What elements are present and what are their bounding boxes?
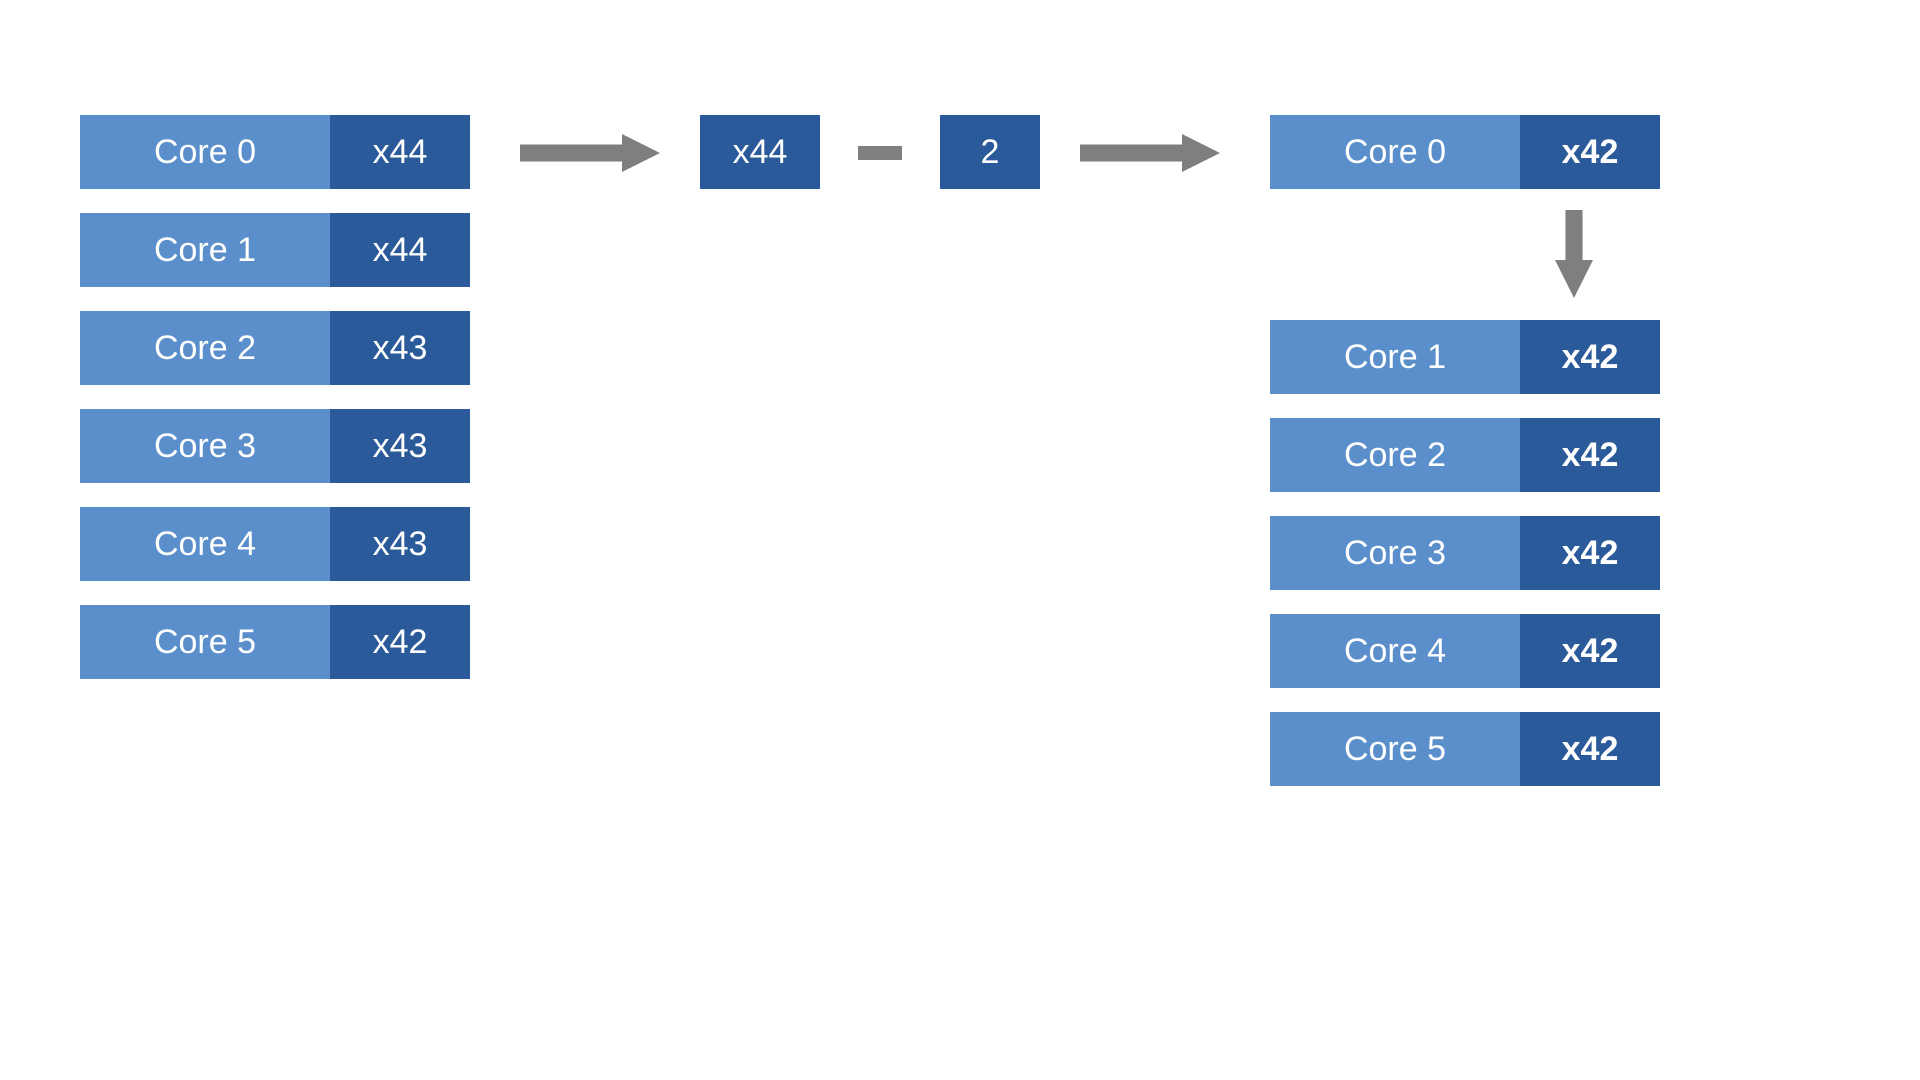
left-core-3-value: x43 [330,409,470,483]
right-core-1-label: Core 1 [1270,320,1520,394]
operand-2-text: 2 [981,133,1000,172]
left-core-2: Core 2x43 [80,311,470,385]
right-core-4-value: x42 [1520,614,1660,688]
operand-box-1: x44 [700,115,820,189]
right-core-1-value: x42 [1520,320,1660,394]
left-core-0: Core 0x44 [80,115,470,189]
left-core-3: Core 3x43 [80,409,470,483]
left-core-1-value: x44 [330,213,470,287]
left-core-4-label: Core 4 [80,507,330,581]
result-core-0: Core 0 x42 [1270,115,1660,189]
left-core-5-value: x42 [330,605,470,679]
right-core-2: Core 2x42 [1270,418,1660,492]
right-core-4-label: Core 4 [1270,614,1520,688]
right-core-3-value: x42 [1520,516,1660,590]
operand-1-text: x44 [733,133,788,172]
operand-box-2: 2 [940,115,1040,189]
arrow-right-2 [1080,134,1220,172]
left-core-2-value: x43 [330,311,470,385]
right-core-2-label: Core 2 [1270,418,1520,492]
left-core-0-label: Core 0 [80,115,330,189]
minus-sign [858,146,902,160]
right-core-5-label: Core 5 [1270,712,1520,786]
left-core-4: Core 4x43 [80,507,470,581]
left-core-4-value: x43 [330,507,470,581]
right-core-3: Core 3x42 [1270,516,1660,590]
result-core-0-label: Core 0 [1270,115,1520,189]
left-core-2-label: Core 2 [80,311,330,385]
left-core-5-label: Core 5 [80,605,330,679]
left-core-3-label: Core 3 [80,409,330,483]
right-core-5-value: x42 [1520,712,1660,786]
result-core-0-value: x42 [1520,115,1660,189]
left-core-5: Core 5x42 [80,605,470,679]
right-core-1: Core 1x42 [1270,320,1660,394]
arrow-down [1555,210,1593,298]
left-core-1-label: Core 1 [80,213,330,287]
right-core-3-label: Core 3 [1270,516,1520,590]
left-core-0-value: x44 [330,115,470,189]
right-core-2-value: x42 [1520,418,1660,492]
arrow-right-1 [520,134,660,172]
right-core-5: Core 5x42 [1270,712,1660,786]
left-core-1: Core 1x44 [80,213,470,287]
right-core-4: Core 4x42 [1270,614,1660,688]
